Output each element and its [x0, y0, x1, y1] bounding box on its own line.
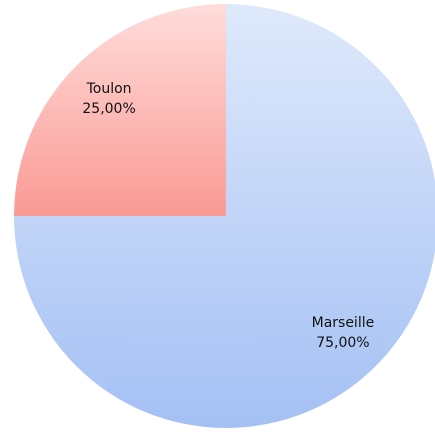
slice-category-label: Toulon [86, 81, 132, 97]
slice-value-label: 25,00% [82, 101, 135, 117]
pie-slice [14, 4, 226, 216]
slice-category-label: Marseille [312, 315, 375, 331]
pie-slice [14, 4, 435, 428]
slice-value-label: 75,00% [316, 335, 369, 351]
